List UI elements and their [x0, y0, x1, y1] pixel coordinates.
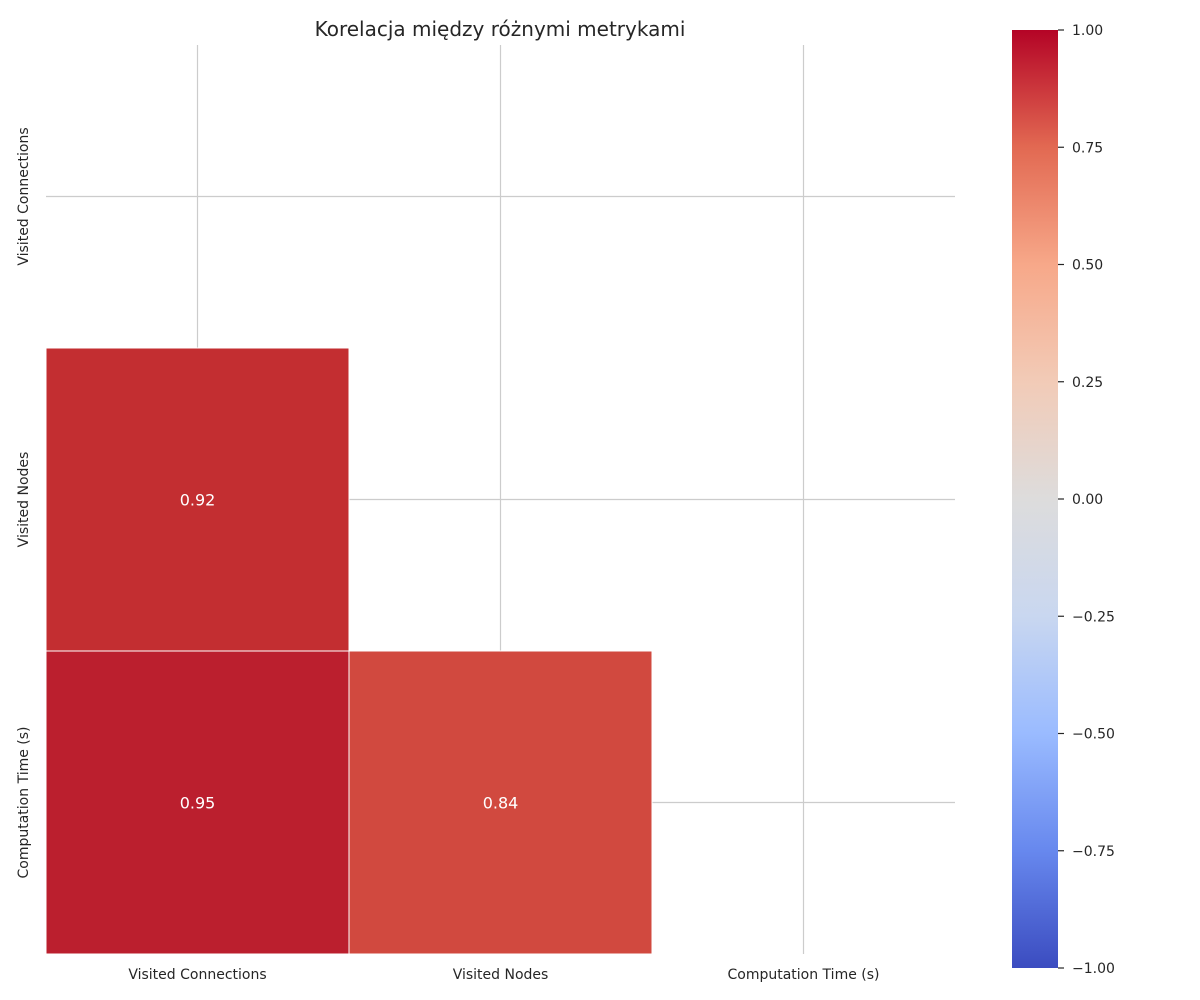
heatmap-cell-2-1	[348, 650, 653, 955]
x-tick-label: Computation Time (s)	[727, 967, 879, 983]
x-axis-tick-labels: Visited Connections Visited Nodes Computat…	[128, 967, 879, 983]
cell-value-label: 0.92	[180, 491, 216, 510]
cell-labels: 0.92 0.95 0.84	[180, 491, 519, 813]
x-tick-label: Visited Connections	[128, 967, 266, 983]
colorbar-tick-label: −0.75	[1072, 844, 1115, 860]
heatmap-cells	[45, 347, 653, 955]
colorbar-tick-label: 0.75	[1072, 140, 1103, 156]
chart-title: Korelacja między różnymi metrykami	[315, 17, 686, 41]
y-axis-tick-labels: Visited Connections Visited Nodes Computat…	[16, 127, 32, 878]
colorbar-tick-label: −1.00	[1072, 961, 1115, 977]
x-tick-label: Visited Nodes	[453, 967, 549, 983]
colorbar-tick-label: 0.25	[1072, 375, 1103, 391]
cell-value-label: 0.84	[483, 794, 519, 813]
colorbar-gradient	[1012, 30, 1058, 968]
heatmap-cell-1-0	[45, 347, 350, 652]
y-tick-label: Visited Connections	[16, 127, 32, 265]
colorbar-tick-label: 0.50	[1072, 258, 1103, 274]
colorbar-tick-label: 1.00	[1072, 23, 1103, 39]
colorbar-tick-labels: 1.00 0.75 0.50 0.25 0.00 −0.25 −0.50 −0.75 −1.00	[1058, 23, 1115, 977]
colorbar-tick-label: 0.00	[1072, 492, 1103, 508]
y-tick-label: Visited Nodes	[16, 452, 32, 548]
colorbar	[1012, 30, 1058, 968]
colorbar-tick-label: −0.25	[1072, 609, 1115, 625]
colorbar-tick-label: −0.50	[1072, 727, 1115, 743]
y-tick-label: Computation Time (s)	[16, 726, 32, 878]
cell-value-label: 0.95	[180, 794, 216, 813]
